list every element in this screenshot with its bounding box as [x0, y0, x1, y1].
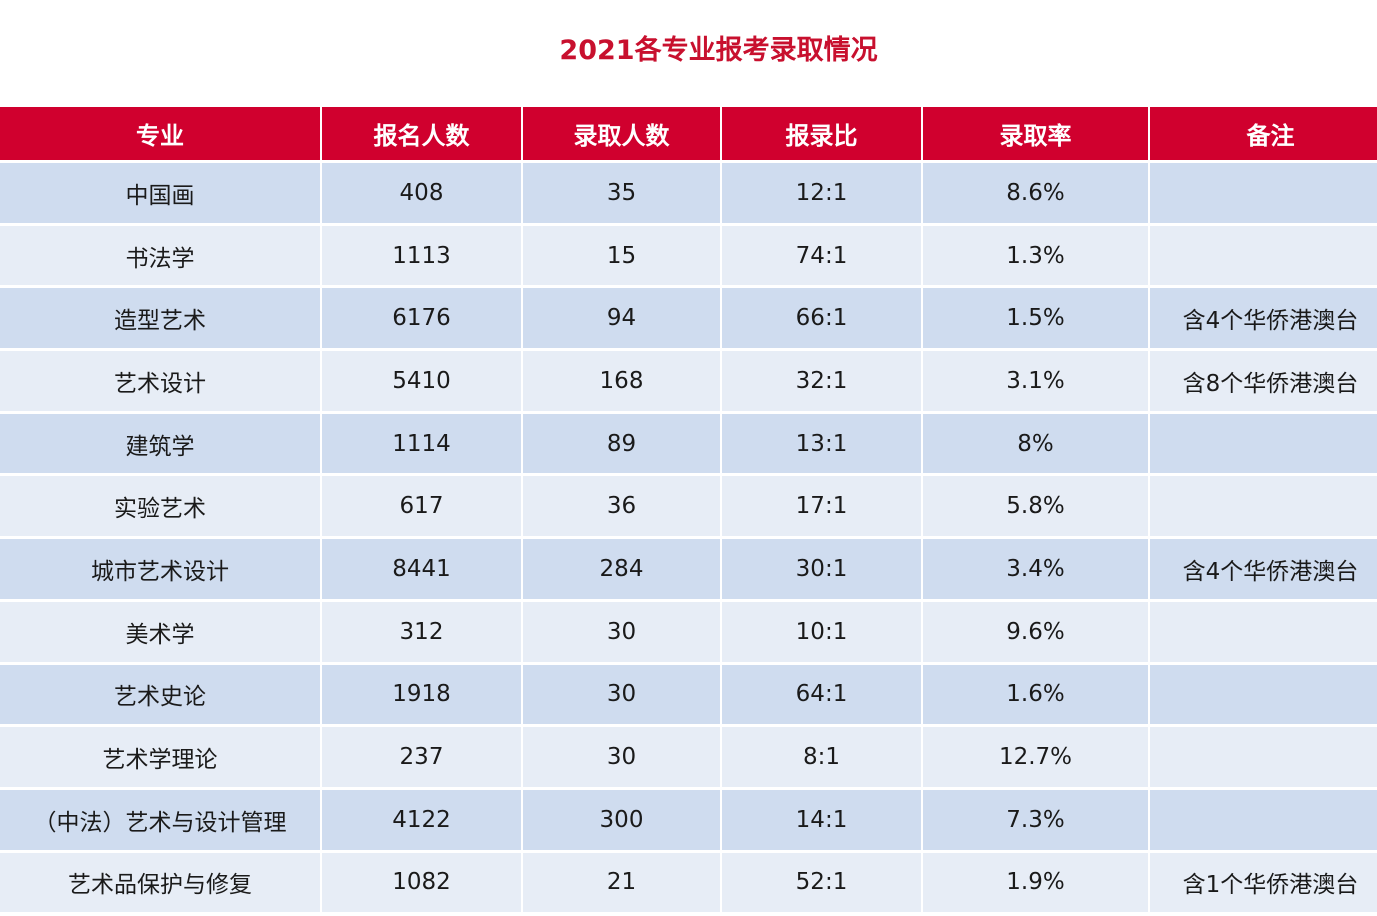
column-header-admitted: 录取人数 — [523, 107, 720, 160]
cell-rate: 1.3% — [923, 225, 1148, 286]
cell-rate: 3.4% — [923, 539, 1148, 599]
cell-major: 艺术设计 — [0, 351, 320, 411]
cell-applicants: 4122 — [322, 789, 521, 850]
cell-rate: 1.5% — [923, 288, 1148, 349]
cell-rate: 1.9% — [923, 852, 1148, 913]
cell-remarks: 含8个华侨港澳台 — [1150, 351, 1377, 411]
cell-remarks — [1150, 601, 1377, 662]
cell-applicants: 617 — [322, 476, 521, 537]
cell-admitted: 36 — [523, 476, 720, 537]
page-title: 2021各专业报考录取情况 — [559, 35, 878, 66]
table-row: 中国画 408 35 12:1 8.6% — [0, 163, 1377, 223]
cell-major: 造型艺术 — [0, 288, 320, 349]
cell-admitted: 300 — [523, 789, 720, 850]
cell-applicants: 8441 — [322, 539, 521, 599]
cell-applicants: 237 — [322, 727, 521, 787]
admission-table: 专业 报名人数 录取人数 报录比 录取率 备注 中国画 408 35 12:1 8.6% 书法学 11… — [0, 104, 1377, 915]
column-header-applicants: 报名人数 — [322, 107, 521, 160]
cell-remarks — [1150, 727, 1377, 787]
cell-remarks — [1150, 664, 1377, 725]
cell-admitted: 30 — [523, 664, 720, 725]
cell-ratio: 10:1 — [722, 601, 921, 662]
table-header-row: 专业 报名人数 录取人数 报录比 录取率 备注 — [0, 107, 1377, 160]
cell-applicants: 1114 — [322, 413, 521, 474]
cell-ratio: 32:1 — [722, 351, 921, 411]
cell-major: 实验艺术 — [0, 476, 320, 537]
column-header-ratio: 报录比 — [722, 107, 921, 160]
cell-rate: 5.8% — [923, 476, 1148, 537]
cell-rate: 9.6% — [923, 601, 1148, 662]
table-row: 造型艺术 6176 94 66:1 1.5% 含4个华侨港澳台 — [0, 288, 1377, 349]
cell-major: 中国画 — [0, 163, 320, 223]
cell-ratio: 13:1 — [722, 413, 921, 474]
cell-ratio: 74:1 — [722, 225, 921, 286]
cell-applicants: 1918 — [322, 664, 521, 725]
cell-ratio: 8:1 — [722, 727, 921, 787]
cell-rate: 12.7% — [923, 727, 1148, 787]
cell-applicants: 5410 — [322, 351, 521, 411]
cell-ratio: 64:1 — [722, 664, 921, 725]
table-row: 建筑学 1114 89 13:1 8% — [0, 413, 1377, 474]
cell-rate: 7.3% — [923, 789, 1148, 850]
cell-major: 城市艺术设计 — [0, 539, 320, 599]
table-row: 城市艺术设计 8441 284 30:1 3.4% 含4个华侨港澳台 — [0, 539, 1377, 599]
table-row: 艺术品保护与修复 1082 21 52:1 1.9% 含1个华侨港澳台 — [0, 852, 1377, 913]
table-row: 艺术学理论 237 30 8:1 12.7% — [0, 727, 1377, 787]
cell-remarks: 含4个华侨港澳台 — [1150, 288, 1377, 349]
cell-remarks — [1150, 225, 1377, 286]
cell-major: 美术学 — [0, 601, 320, 662]
cell-admitted: 15 — [523, 225, 720, 286]
cell-admitted: 30 — [523, 601, 720, 662]
cell-admitted: 21 — [523, 852, 720, 913]
cell-rate: 1.6% — [923, 664, 1148, 725]
cell-remarks — [1150, 163, 1377, 223]
cell-major: 建筑学 — [0, 413, 320, 474]
table-row: 美术学 312 30 10:1 9.6% — [0, 601, 1377, 662]
cell-remarks: 含4个华侨港澳台 — [1150, 539, 1377, 599]
cell-admitted: 168 — [523, 351, 720, 411]
table-row: 实验艺术 617 36 17:1 5.8% — [0, 476, 1377, 537]
cell-admitted: 94 — [523, 288, 720, 349]
table-row: 艺术设计 5410 168 32:1 3.1% 含8个华侨港澳台 — [0, 351, 1377, 411]
cell-ratio: 30:1 — [722, 539, 921, 599]
cell-remarks — [1150, 413, 1377, 474]
cell-remarks — [1150, 476, 1377, 537]
cell-admitted: 35 — [523, 163, 720, 223]
cell-rate: 8.6% — [923, 163, 1148, 223]
cell-admitted: 30 — [523, 727, 720, 787]
column-header-rate: 录取率 — [923, 107, 1148, 160]
cell-major: 艺术学理论 — [0, 727, 320, 787]
cell-ratio: 12:1 — [722, 163, 921, 223]
cell-admitted: 89 — [523, 413, 720, 474]
cell-ratio: 17:1 — [722, 476, 921, 537]
cell-ratio: 66:1 — [722, 288, 921, 349]
cell-major: 书法学 — [0, 225, 320, 286]
cell-ratio: 14:1 — [722, 789, 921, 850]
cell-ratio: 52:1 — [722, 852, 921, 913]
table-row: （中法）艺术与设计管理 4122 300 14:1 7.3% — [0, 789, 1377, 850]
table-row: 艺术史论 1918 30 64:1 1.6% — [0, 664, 1377, 725]
cell-applicants: 1113 — [322, 225, 521, 286]
cell-rate: 8% — [923, 413, 1148, 474]
cell-major: （中法）艺术与设计管理 — [0, 789, 320, 850]
cell-major: 艺术史论 — [0, 664, 320, 725]
table-row: 书法学 1113 15 74:1 1.3% — [0, 225, 1377, 286]
cell-remarks — [1150, 789, 1377, 850]
cell-applicants: 408 — [322, 163, 521, 223]
cell-applicants: 6176 — [322, 288, 521, 349]
column-header-remarks: 备注 — [1150, 107, 1377, 160]
column-header-major: 专业 — [0, 107, 320, 160]
cell-applicants: 1082 — [322, 852, 521, 913]
cell-applicants: 312 — [322, 601, 521, 662]
cell-rate: 3.1% — [923, 351, 1148, 411]
cell-remarks: 含1个华侨港澳台 — [1150, 852, 1377, 913]
cell-major: 艺术品保护与修复 — [0, 852, 320, 913]
cell-admitted: 284 — [523, 539, 720, 599]
